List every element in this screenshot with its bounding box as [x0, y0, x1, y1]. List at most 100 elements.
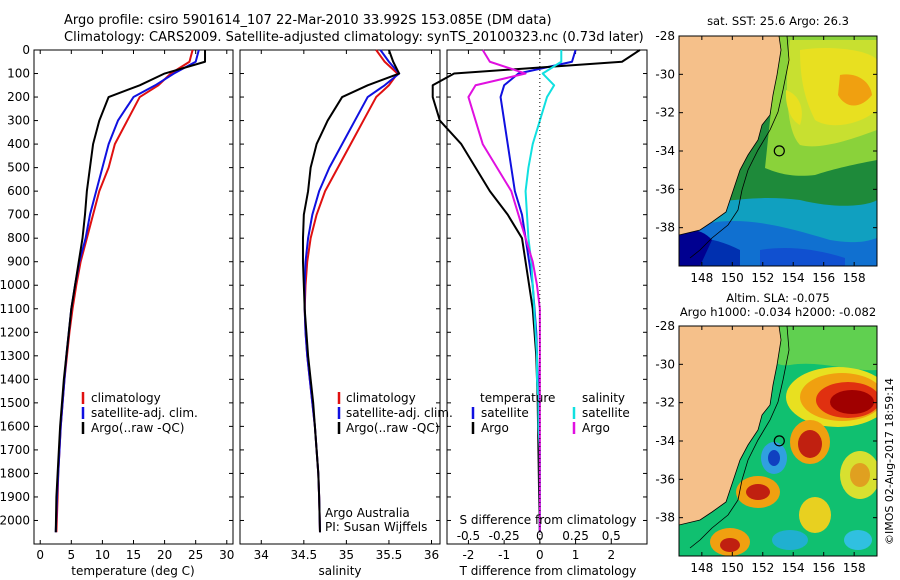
float-marker	[773, 435, 785, 447]
x-tick-label: 1	[572, 548, 580, 562]
x-tick-label: 0	[36, 548, 44, 562]
lat-tick-label: -28	[655, 29, 675, 43]
x-tick-label: 15	[126, 548, 141, 562]
legend-label-temp-satellite: satellite	[481, 406, 529, 420]
s-difference-xlabel: S difference from climatology	[460, 513, 637, 527]
difference-panel	[446, 49, 648, 545]
lon-tick-label: 154	[782, 271, 805, 285]
float-marker	[773, 145, 785, 157]
lat-tick-label: -38	[655, 221, 675, 235]
lon-tick-label: 156	[812, 561, 835, 575]
s-tick-label: 0.25	[562, 529, 589, 543]
temperature-plot: 0 5 10 15 20 25 30	[36, 49, 234, 562]
depth-tick-label: 1700	[0, 443, 30, 457]
legend-label-sal-argo: Argo	[582, 421, 610, 435]
x-tick-label: 10	[95, 548, 110, 562]
legend-label-climatology: climatology	[346, 391, 416, 405]
s-tick-label: 0	[536, 529, 544, 543]
x-tick-label: -1	[498, 548, 510, 562]
x-tick-label: 35	[339, 548, 354, 562]
legend-header-salinity: salinity	[582, 391, 625, 405]
lat-tick-label: -34	[655, 144, 675, 158]
difference-plot: -2 -1 0 1 2 -0.5 -0.25 0 0.25 0.5	[431, 49, 641, 562]
lon-tick-label: 154	[782, 561, 805, 575]
depth-tick-label: 2000	[0, 513, 30, 527]
x-tick-label: 20	[157, 548, 172, 562]
legend-label-argo: Argo(..raw -QC)	[91, 421, 184, 435]
figure-title-line1: Argo profile: csiro 5901614_107 22-Mar-2…	[64, 13, 552, 28]
lat-tick-label: -34	[655, 434, 675, 448]
depth-tick-label: 400	[7, 137, 30, 151]
lat-tick-label: -30	[655, 67, 675, 81]
depth-tick-label: 1600	[0, 419, 30, 433]
x-tick-label: 34	[254, 548, 269, 562]
depth-tick-label: 800	[7, 231, 30, 245]
watermark: ©IMOS 02-Aug-2017 18:59:14	[883, 378, 896, 545]
lat-tick-label: -38	[655, 511, 675, 525]
lon-tick-label: 152	[751, 271, 774, 285]
sst-map-title: sat. SST: 25.6 Argo: 26.3	[707, 14, 849, 28]
legend-label-temp-argo: Argo	[481, 421, 509, 435]
sla-map	[679, 326, 877, 556]
s-tick-label: -0.25	[489, 529, 520, 543]
depth-tick-label: 1400	[0, 372, 30, 386]
figure-title-line2: Climatology: CARS2009. Satellite-adjuste…	[64, 30, 644, 45]
lon-tick-label: 156	[812, 271, 835, 285]
lon-tick-label: 150	[721, 561, 744, 575]
float-position-marker	[773, 145, 785, 157]
depth-tick-label: 0	[22, 43, 30, 57]
lon-tick-label: 158	[843, 561, 866, 575]
lat-tick-label: -32	[655, 396, 675, 410]
depth-tick-label: 1000	[0, 278, 30, 292]
temperature-xlabel: temperature (deg C)	[71, 564, 194, 578]
lon-tick-label: 150	[721, 271, 744, 285]
depth-tick-label: 1900	[0, 490, 30, 504]
depth-tick-label: 300	[7, 114, 30, 128]
difference-legend: temperature salinity satellite Argo sate…	[471, 391, 630, 435]
series-line-argo-raw-qc-	[54, 50, 207, 533]
x-tick-label: 36	[424, 548, 439, 562]
sst-map-axes: -28 -30 -32 -34 -36 -38 148 150 152 154 156 158	[655, 29, 877, 285]
depth-axis: 0 100 200 300 400 500 600 700 800 900 1000 1100 1200…	[0, 43, 647, 527]
depth-tick-label: 1300	[0, 349, 30, 363]
depth-tick-label: 500	[7, 161, 30, 175]
credit-line2: PI: Susan Wijffels	[325, 520, 427, 534]
legend-label-argo: Argo(..raw -QC)	[346, 421, 439, 435]
x-tick-label: 35.5	[376, 548, 403, 562]
lat-tick-label: -30	[655, 357, 675, 371]
float-position-marker	[773, 435, 785, 447]
credit-line1: Argo Australia	[325, 506, 410, 520]
lon-tick-label: 152	[751, 561, 774, 575]
temperature-panel	[33, 49, 234, 545]
sla-map-title-line2: Argo h1000: -0.034 h2000: -0.082	[680, 305, 876, 319]
lat-tick-label: -32	[655, 106, 675, 120]
sla-map-title-line1: Altim. SLA: -0.075	[726, 291, 830, 305]
depth-tick-label: 1800	[0, 466, 30, 480]
legend-header-temperature: temperature	[480, 391, 555, 405]
x-tick-label: 34.5	[290, 548, 317, 562]
x-tick-label: 2	[607, 548, 615, 562]
salinity-xlabel: salinity	[318, 564, 361, 578]
x-tick-label: 30	[219, 548, 234, 562]
legend-label-satellite: satellite-adj. clim.	[346, 406, 453, 420]
depth-tick-label: 600	[7, 184, 30, 198]
lat-tick-label: -36	[655, 472, 675, 486]
x-tick-label: 5	[67, 548, 75, 562]
depth-tick-label: 700	[7, 208, 30, 222]
depth-tick-label: 1500	[0, 396, 30, 410]
lon-tick-label: 148	[690, 271, 713, 285]
legend-label-sal-satellite: satellite	[582, 406, 630, 420]
legend-label-climatology: climatology	[91, 391, 161, 405]
x-tick-label: -2	[462, 548, 474, 562]
lon-tick-label: 158	[843, 271, 866, 285]
temperature-legend: climatology satellite-adj. clim. Argo(..…	[81, 391, 198, 435]
salinity-legend: climatology satellite-adj. clim. Argo(..…	[337, 391, 453, 435]
x-tick-label: 25	[188, 548, 203, 562]
lat-tick-label: -28	[655, 319, 675, 333]
depth-tick-label: 1100	[0, 302, 30, 316]
series-line-argo-raw-qc-	[301, 49, 401, 533]
sla-map-axes: -28 -30 -32 -34 -36 -38 148 150 152 154 156 158	[655, 319, 877, 575]
x-tick-label: 0	[536, 548, 544, 562]
depth-tick-label: 900	[7, 255, 30, 269]
